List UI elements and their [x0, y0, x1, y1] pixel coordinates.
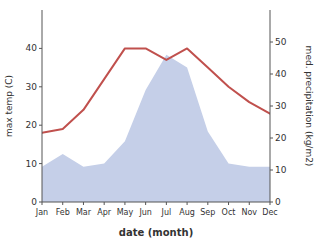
- x-tick-label: Nov: [241, 208, 257, 217]
- x-tick: [62, 202, 63, 205]
- x-tick: [228, 202, 229, 205]
- axes: 0 10 20 30 40 0 10 20 30 40 50 Jan Feb Mar Apr May Jun Ju…: [26, 10, 287, 217]
- y2-tick-label: 10: [275, 165, 287, 175]
- chart-container: 0 10 20 30 40 0 10 20 30 40 50 Jan Feb Mar Apr May Jun Ju…: [0, 0, 318, 244]
- x-tick: [207, 202, 208, 205]
- x-tick: [83, 202, 84, 205]
- y-tick: [39, 163, 42, 164]
- x-tick: [42, 202, 43, 205]
- y2-axis-title: med. precipitation (kg/m2): [304, 46, 314, 167]
- x-axis-title: date (month): [119, 227, 193, 238]
- y-tick-label: 10: [26, 159, 38, 169]
- y-tick: [39, 48, 42, 49]
- y2-tick-label: 0: [275, 197, 281, 207]
- x-tick-label: Oct: [222, 208, 236, 217]
- y2-tick: [270, 42, 273, 43]
- plot-data: [42, 48, 270, 202]
- y-tick-label: 20: [26, 120, 38, 130]
- y-tick-label: 0: [31, 197, 37, 207]
- x-tick-label: Jul: [161, 208, 172, 217]
- x-tick: [145, 202, 146, 205]
- x-tick-label: Apr: [97, 208, 112, 217]
- x-tick: [104, 202, 105, 205]
- y-tick: [39, 125, 42, 126]
- x-tick: [166, 202, 167, 205]
- x-tick-label: Dec: [262, 208, 277, 217]
- x-tick-label: Sep: [200, 208, 215, 217]
- y-axis-title: max temp (C): [4, 75, 14, 137]
- y2-tick: [270, 106, 273, 107]
- y2-tick: [270, 138, 273, 139]
- y-tick-label: 30: [26, 82, 38, 92]
- x-tick-label: Jun: [138, 208, 152, 217]
- y2-tick-label: 20: [275, 133, 287, 143]
- x-tick-label: Jan: [35, 208, 48, 217]
- x-tick: [187, 202, 188, 205]
- x-tick: [124, 202, 125, 205]
- y2-tick: [270, 170, 273, 171]
- x-tick-label: May: [117, 208, 134, 217]
- y2-tick-label: 40: [275, 69, 287, 79]
- area-series: [42, 55, 270, 202]
- line-series: [42, 48, 270, 132]
- y2-tick: [270, 74, 273, 75]
- y-tick-label: 40: [26, 43, 38, 53]
- chart-svg: 0 10 20 30 40 0 10 20 30 40 50 Jan Feb Mar Apr May Jun Ju…: [0, 0, 318, 244]
- x-tick: [270, 202, 271, 205]
- x-axis-line: [42, 202, 270, 203]
- x-tick-label: Aug: [179, 208, 195, 217]
- y-tick: [39, 86, 42, 87]
- y2-tick-label: 30: [275, 101, 287, 111]
- x-tick: [249, 202, 250, 205]
- y2-tick-label: 50: [275, 37, 287, 47]
- x-tick-label: Feb: [56, 208, 70, 217]
- y-axis-line: [42, 10, 43, 202]
- x-tick-label: Mar: [76, 208, 92, 217]
